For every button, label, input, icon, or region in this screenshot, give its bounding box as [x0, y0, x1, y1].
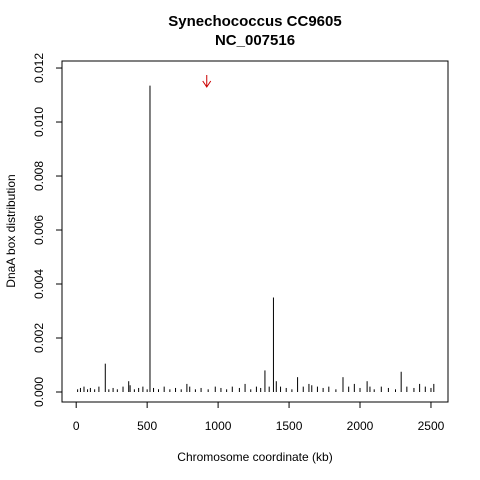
y-axis-label: DnaA box distribution: [4, 174, 18, 287]
y-tick-label: 0.004: [32, 269, 46, 299]
chart-title: Synechococcus CC9605: [168, 13, 341, 30]
y-tick-label: 0.000: [32, 377, 46, 407]
y-tick-label: 0.012: [32, 53, 46, 83]
chart-subtitle: NC_007516: [215, 32, 295, 49]
y-tick-label: 0.002: [32, 323, 46, 353]
x-tick-label: 500: [137, 419, 157, 433]
y-tick-label: 0.008: [32, 161, 46, 191]
x-tick-label: 0: [73, 419, 80, 433]
x-axis-label: Chromosome coordinate (kb): [177, 450, 332, 464]
y-tick-label: 0.010: [32, 107, 46, 137]
y-tick-label: 0.006: [32, 215, 46, 245]
x-tick-label: 1000: [205, 419, 232, 433]
origin-arrow: [202, 75, 212, 88]
plot-frame: [61, 60, 449, 403]
x-tick-label: 1500: [276, 419, 303, 433]
x-tick-label: 2000: [347, 419, 374, 433]
x-tick-label: 2500: [418, 419, 445, 433]
